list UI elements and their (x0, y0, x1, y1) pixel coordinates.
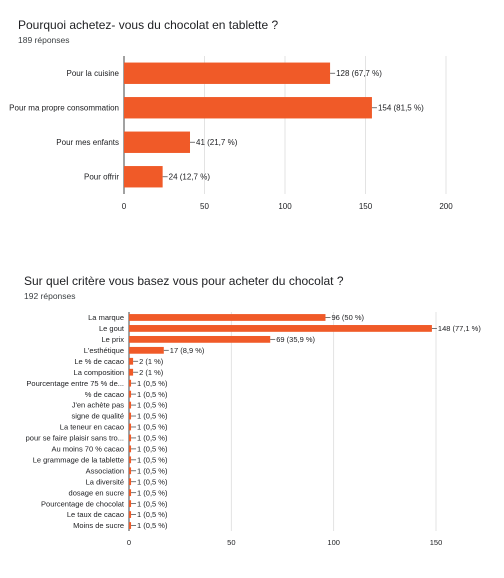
category-label: dosage en sucre (69, 488, 124, 497)
x-tick-label: 100 (327, 538, 340, 547)
category-label: Moins de sucre (73, 521, 124, 530)
category-label: Le taux de cacao (67, 510, 124, 519)
bar-c2-9 (129, 413, 131, 420)
data-label: 1 (0,5 %) (137, 455, 168, 464)
x-tick-label: 150 (430, 538, 443, 547)
bar-c2-13 (129, 456, 131, 463)
bar-c2-7 (129, 391, 131, 398)
category-label: L'esthétique (84, 346, 124, 355)
data-label: 2 (1 %) (139, 368, 164, 377)
data-label: 1 (0,5 %) (137, 379, 168, 388)
bar-c2-5 (129, 369, 133, 376)
data-label: 96 (50 %) (331, 313, 364, 322)
data-label: 1 (0,5 %) (137, 423, 168, 432)
bar-c2-11 (129, 435, 131, 442)
category-label: La marque (88, 313, 124, 322)
data-label: 1 (0,5 %) (137, 434, 168, 443)
data-label: 1 (0,5 %) (137, 466, 168, 475)
data-label: 2 (1 %) (139, 357, 164, 366)
bar-c2-14 (129, 467, 131, 474)
category-label: Le prix (101, 335, 124, 344)
data-label: 1 (0,5 %) (137, 390, 168, 399)
bar-c2-4 (129, 358, 133, 365)
bar-c2-1 (129, 325, 432, 332)
bar-c2-6 (129, 380, 131, 387)
category-label: signe de qualité (71, 412, 124, 421)
category-label: La diversité (86, 477, 124, 486)
category-label: pour se faire plaisir sans tro... (26, 434, 124, 443)
bar-c2-8 (129, 402, 131, 409)
bar-c2-3 (129, 347, 164, 354)
category-label: Pourcentage de chocolat (41, 499, 125, 508)
category-label: Le grammage de la tablette (33, 455, 124, 464)
category-label: La teneur en cacao (60, 423, 124, 432)
category-label: Association (86, 466, 124, 475)
bar-c2-12 (129, 445, 131, 452)
bar-c2-18 (129, 511, 131, 518)
bar-c2-10 (129, 424, 131, 431)
bar-c2-15 (129, 478, 131, 485)
x-tick-label: 0 (127, 538, 131, 547)
bar-c2-0 (129, 314, 325, 321)
category-label: Le gout (99, 324, 125, 333)
category-label: J'en achète pas (72, 401, 125, 410)
category-label: Au moins 70 % cacao (51, 445, 124, 454)
x-tick-label: 50 (227, 538, 235, 547)
data-label: 17 (8,9 %) (170, 346, 205, 355)
category-label: Le % de cacao (74, 357, 124, 366)
category-label: La composition (74, 368, 124, 377)
data-label: 1 (0,5 %) (137, 401, 168, 410)
category-label: % de cacao (85, 390, 124, 399)
data-label: 1 (0,5 %) (137, 477, 168, 486)
bar-c2-19 (129, 522, 131, 529)
data-label: 1 (0,5 %) (137, 510, 168, 519)
data-label: 1 (0,5 %) (137, 488, 168, 497)
data-label: 1 (0,5 %) (137, 521, 168, 530)
data-label: 69 (35,9 %) (276, 335, 315, 344)
bar-c2-16 (129, 489, 131, 496)
data-label: 1 (0,5 %) (137, 499, 168, 508)
data-label: 1 (0,5 %) (137, 445, 168, 454)
data-label: 1 (0,5 %) (137, 412, 168, 421)
data-label: 148 (77,1 %) (438, 324, 481, 333)
bar-c2-2 (129, 336, 270, 343)
bar-c2-17 (129, 500, 131, 507)
category-label: Pourcentage entre 75 % de... (26, 379, 124, 388)
